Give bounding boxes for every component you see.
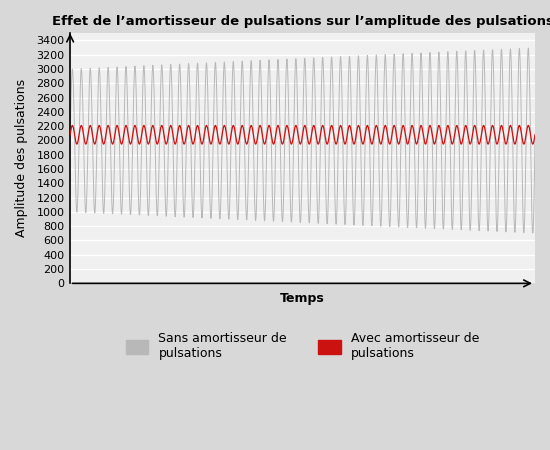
Title: Effet de l’amortisseur de pulsations sur l’amplitude des pulsations: Effet de l’amortisseur de pulsations sur… — [52, 15, 550, 28]
Y-axis label: Amplitude des pulsations: Amplitude des pulsations — [15, 79, 28, 238]
X-axis label: Temps: Temps — [280, 292, 325, 305]
Legend: Sans amortisseur de
pulsations, Avec amortisseur de
pulsations: Sans amortisseur de pulsations, Avec amo… — [126, 332, 479, 360]
